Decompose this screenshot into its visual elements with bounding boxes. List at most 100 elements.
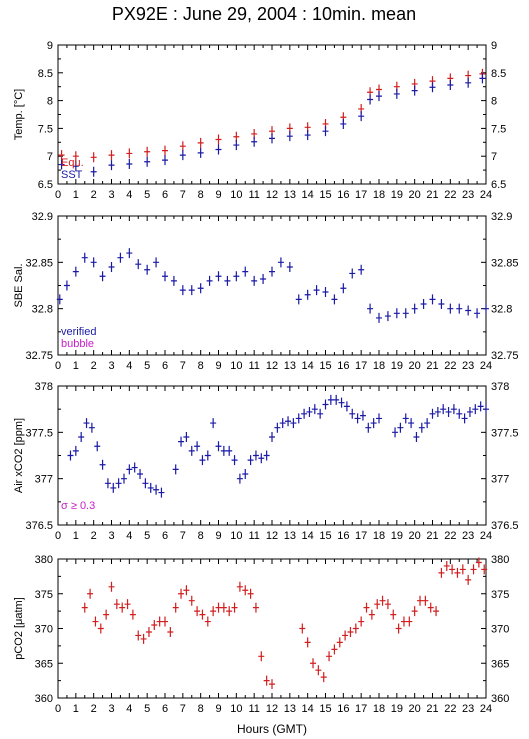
x-tick-label: 2 (91, 703, 97, 715)
x-tick-label: 8 (198, 703, 204, 715)
data-point (286, 261, 293, 272)
data-point (156, 616, 163, 627)
data-point (286, 131, 293, 142)
data-point (72, 445, 79, 456)
data-point (183, 431, 190, 442)
data-point (104, 478, 111, 489)
data-point (429, 294, 436, 305)
data-point (126, 148, 133, 159)
data-point (147, 482, 154, 493)
y-tick-label: 380 (35, 554, 53, 566)
plot-frame (57, 215, 487, 356)
data-point (231, 455, 238, 466)
data-point (117, 252, 124, 263)
data-point (231, 602, 238, 613)
data-point (327, 394, 334, 405)
y-tick-label: 377 (35, 474, 53, 486)
x-tick-label: 2 (91, 530, 97, 542)
data-point (354, 413, 361, 424)
data-point (411, 606, 418, 617)
data-point (367, 303, 374, 314)
data-point (347, 626, 354, 637)
y-axis-label: SBE Sal. (13, 263, 25, 307)
data-point (429, 82, 436, 93)
data-point (397, 422, 404, 433)
data-point (188, 285, 195, 296)
data-point (194, 441, 201, 452)
x-tick-label: 1 (73, 360, 79, 372)
y-tick-label: 375 (491, 589, 509, 601)
data-point (263, 675, 270, 686)
data-point (220, 602, 227, 613)
data-point (151, 620, 158, 631)
data-point (483, 303, 489, 314)
data-point (311, 404, 318, 415)
data-point (263, 450, 270, 461)
data-point (376, 91, 382, 102)
x-tick-label: 21 (426, 360, 438, 372)
x-tick-label: 19 (391, 703, 403, 715)
x-tick-label: 14 (302, 530, 314, 542)
data-point (113, 599, 120, 610)
x-tick-label: 9 (215, 189, 221, 201)
data-point (301, 408, 308, 419)
chart-panel-3: 0 1 2 3 4 5 6 7 8 9 10 11 12 13 14 15 16 17 18 19 20 21 22 23 24… (13, 381, 519, 542)
x-tick-label: 19 (391, 189, 403, 201)
x-tick-label: 24 (480, 360, 492, 372)
x-tick-label: 3 (108, 360, 114, 372)
data-point (58, 159, 65, 170)
x-tick-label: 12 (266, 189, 278, 201)
x-tick-label: 8 (198, 189, 204, 201)
data-point (370, 418, 377, 429)
series-verified (56, 248, 489, 323)
data-point (376, 413, 382, 424)
data-point (304, 130, 311, 141)
x-tick-label: 24 (480, 530, 492, 542)
x-tick-label: 21 (426, 703, 438, 715)
data-point (197, 283, 204, 294)
x-tick-label: 11 (248, 360, 259, 372)
data-point (242, 469, 249, 480)
data-point (115, 478, 122, 489)
x-tick-label: 8 (198, 360, 204, 372)
x-tick-label: 10 (230, 189, 242, 201)
data-point (269, 679, 275, 690)
x-tick-label: 1 (73, 703, 79, 715)
x-tick-label: 4 (126, 189, 132, 201)
x-tick-label: 7 (180, 189, 186, 201)
data-point (331, 294, 338, 305)
x-tick-label: 0 (55, 360, 61, 372)
data-point (215, 134, 222, 145)
data-point (188, 445, 195, 456)
data-point (242, 585, 249, 596)
data-point (315, 665, 322, 676)
x-tick-label: 18 (373, 360, 385, 372)
series-data (67, 394, 489, 498)
data-point (450, 404, 457, 415)
data-point (306, 406, 313, 417)
x-tick-label: 22 (444, 189, 456, 201)
data-point (58, 150, 65, 161)
data-point (204, 616, 211, 627)
data-point (103, 609, 110, 620)
data-point (144, 264, 151, 275)
y-tick-label: 6.5 (491, 179, 506, 191)
data-point (94, 441, 101, 452)
data-point (236, 581, 243, 592)
legend-entry: SST (61, 169, 83, 181)
data-point (331, 644, 338, 655)
x-tick-label: 15 (319, 530, 331, 542)
plot-frame (57, 44, 487, 185)
data-point (454, 567, 461, 578)
data-point (258, 651, 265, 662)
data-point (274, 422, 281, 433)
x-tick-label: 12 (266, 530, 278, 542)
x-tick-label: 0 (55, 189, 61, 201)
data-point (251, 275, 258, 286)
data-point (465, 77, 472, 88)
data-point (477, 401, 484, 412)
data-point (199, 609, 206, 620)
x-tick-label: 4 (126, 703, 132, 715)
data-point (443, 560, 450, 571)
data-point (304, 289, 311, 300)
